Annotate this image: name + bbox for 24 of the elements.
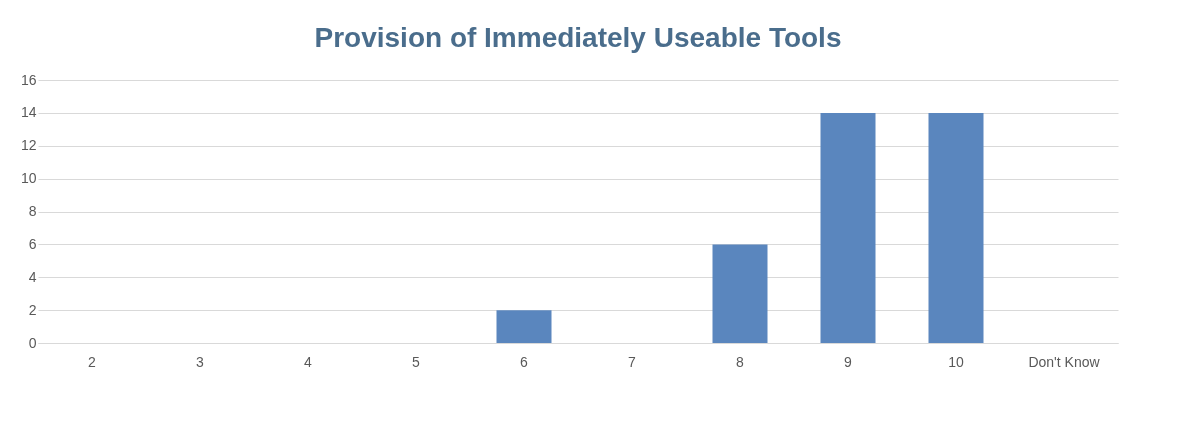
y-tick-label: 8: [28, 203, 37, 219]
x-tick-label: Don't Know: [1028, 353, 1101, 370]
x-tick-label: 9: [844, 353, 853, 370]
y-tick-label: 4: [28, 268, 37, 285]
x-tick-label: 7: [628, 353, 637, 370]
y-tick-label: 14: [20, 104, 37, 121]
y-tick-label: 2: [28, 301, 37, 318]
x-tick-label: 10: [948, 353, 964, 370]
x-tick-label: 2: [88, 353, 97, 370]
x-tick-label: 8: [736, 353, 745, 370]
y-tick-label: 6: [28, 235, 37, 252]
x-tick-label: 3: [196, 353, 205, 370]
y-tick-label: 16: [20, 71, 37, 88]
x-tick-label: 6: [520, 353, 529, 370]
bar: [928, 112, 984, 343]
x-tick-label: 4: [304, 353, 313, 370]
x-tick-label: 5: [412, 353, 421, 370]
bar: [496, 310, 552, 343]
bar: [712, 244, 768, 343]
chart-title: Provision of Immediately Useable Tools: [314, 22, 842, 53]
y-tick-label: 12: [20, 137, 37, 154]
y-tick-label: 10: [20, 170, 37, 187]
y-tick-label: 0: [28, 334, 37, 351]
bar: [820, 112, 876, 343]
